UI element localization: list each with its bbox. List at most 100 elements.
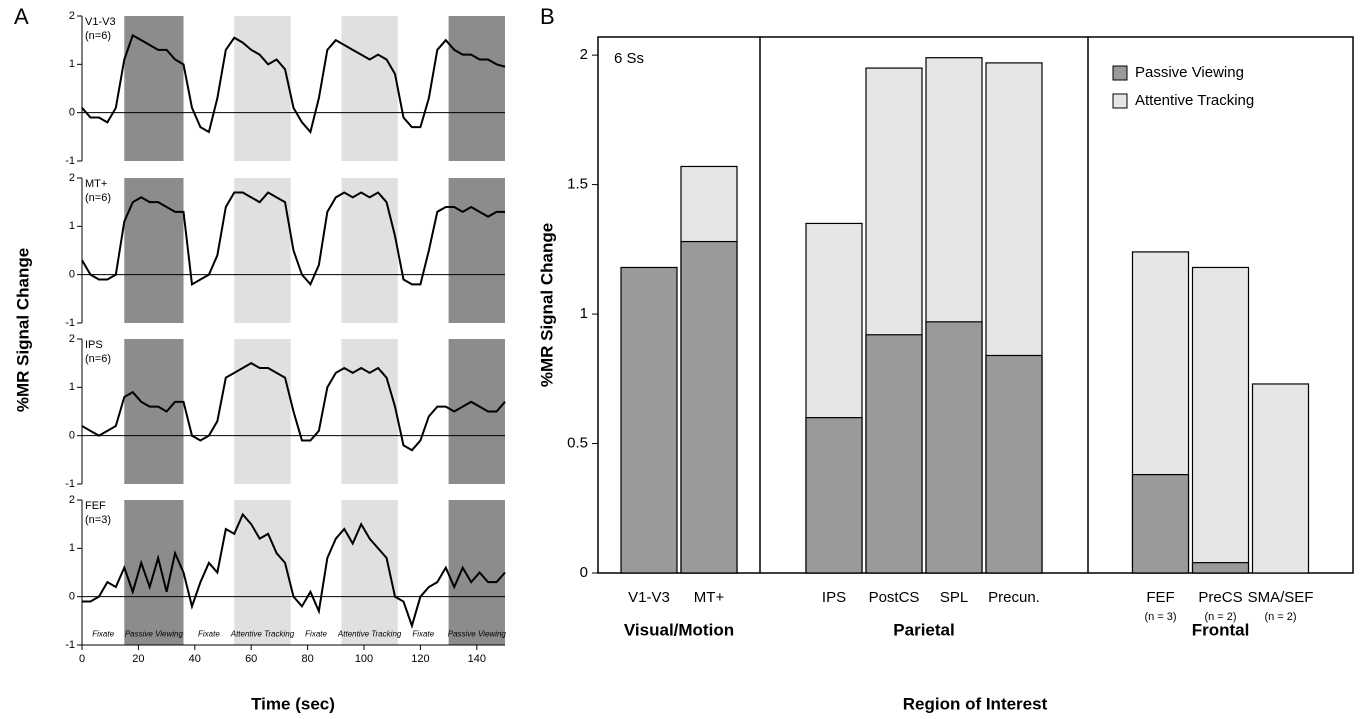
epoch-label: Fixate [92,629,114,638]
y-tick-label: -1 [65,155,75,167]
bar [620,266,678,574]
epoch-shade [124,339,184,484]
y-tick-label: 0 [69,269,75,281]
signal-line [81,191,505,287]
y-tick-label: 0 [69,591,75,603]
bar [1191,562,1250,574]
epoch-shade [124,178,184,323]
panel-n: (n=3) [85,514,111,526]
y-tick-label: -1 [65,478,75,490]
legend-swatch [1112,93,1128,109]
epoch-label: Fixate [412,629,434,638]
y-tick-label: 1 [69,220,75,232]
x-tick-label: SPL [940,589,968,606]
panel-letter: A [14,4,29,29]
y-tick-label: 2 [69,172,75,184]
y-tick-label: 0 [580,564,588,581]
y-tick-label: 1 [580,305,588,322]
signal-line [81,362,506,452]
panel-name: IPS [85,339,103,351]
panel-n: (n=6) [85,192,111,204]
x-tick-label: SMA/SEF [1248,589,1314,606]
epoch-label: Fixate [305,629,327,638]
y-tick-label: 2 [69,10,75,22]
x-tick-label: 20 [132,653,144,665]
epoch-shade [341,178,398,323]
y-tick-label: 1 [69,58,75,70]
category-note: (n = 3) [1144,611,1176,623]
y-axis-label: %MR Signal Change [537,223,556,387]
group-label: Visual/Motion [624,620,734,639]
epoch-shade [341,500,398,645]
y-tick-label: 0.5 [567,435,588,452]
x-tick-label: MT+ [694,589,725,606]
y-axis-label: %MR Signal Change [13,248,32,412]
legend-label: Passive Viewing [1135,64,1244,81]
legend-swatch [1112,65,1128,81]
y-tick-label: 0 [69,430,75,442]
epoch-shade [448,500,505,645]
signal-line [81,33,506,135]
x-tick-label: 60 [245,653,257,665]
epoch-shade [234,178,291,323]
signal-line [82,512,506,629]
x-tick-label: 140 [468,653,486,665]
x-tick-label: Precun. [988,589,1040,606]
epoch-shade [124,16,184,161]
bar [1251,383,1310,574]
panel-name: V1-V3 [85,16,116,28]
y-tick-label: 1.5 [567,176,588,193]
y-tick-label: 2 [69,494,75,506]
bar [805,417,863,574]
epoch-label: Fixate [198,629,220,638]
bar [1191,266,1250,574]
legend-label: Attentive Tracking [1135,92,1254,109]
y-tick-label: 2 [69,333,75,345]
epoch-label: Passive Viewing [125,629,184,638]
epoch-shade [448,178,505,323]
epoch-label: Attentive Tracking [337,629,402,638]
x-tick-label: PostCS [869,589,920,606]
panel-n: (n=6) [85,30,111,42]
panel-letter: B [540,4,555,29]
x-tick-label: 0 [79,653,85,665]
epoch-label: Passive Viewing [448,629,507,638]
epoch-shade [448,16,505,161]
epoch-label: Attentive Tracking [230,629,295,638]
category-note: (n = 2) [1204,611,1236,623]
bar [985,354,1043,574]
x-tick-label: IPS [822,589,846,606]
x-tick-label: 100 [355,653,373,665]
y-tick-label: 1 [69,381,75,393]
y-tick-label: 1 [69,542,75,554]
epoch-shade [234,500,291,645]
group-label: Frontal [1192,620,1250,639]
epoch-shade [234,16,291,161]
panel-name: MT+ [85,178,107,190]
x-tick-label: FEF [1146,589,1174,606]
bar [680,240,738,574]
x-tick-label: 80 [301,653,313,665]
bar [865,334,923,574]
x-axis-label: Time (sec) [251,694,335,713]
y-tick-label: -1 [65,317,75,329]
x-tick-label: PreCS [1198,589,1242,606]
x-tick-label: 120 [411,653,429,665]
panel-n: (n=6) [85,353,111,365]
group-label: Parietal [893,620,954,639]
bar [925,321,983,574]
epoch-shade [341,339,398,484]
y-tick-label: 0 [69,107,75,119]
x-axis-label: Region of Interest [903,694,1048,713]
category-note: (n = 2) [1264,611,1296,623]
y-tick-label: -1 [65,639,75,651]
x-tick-label: 40 [189,653,201,665]
epoch-shade [341,16,398,161]
epoch-shade [234,339,291,484]
panel-name: FEF [85,500,106,512]
x-tick-label: V1-V3 [628,589,670,606]
y-tick-label: 2 [580,46,588,63]
bar [1131,474,1190,574]
